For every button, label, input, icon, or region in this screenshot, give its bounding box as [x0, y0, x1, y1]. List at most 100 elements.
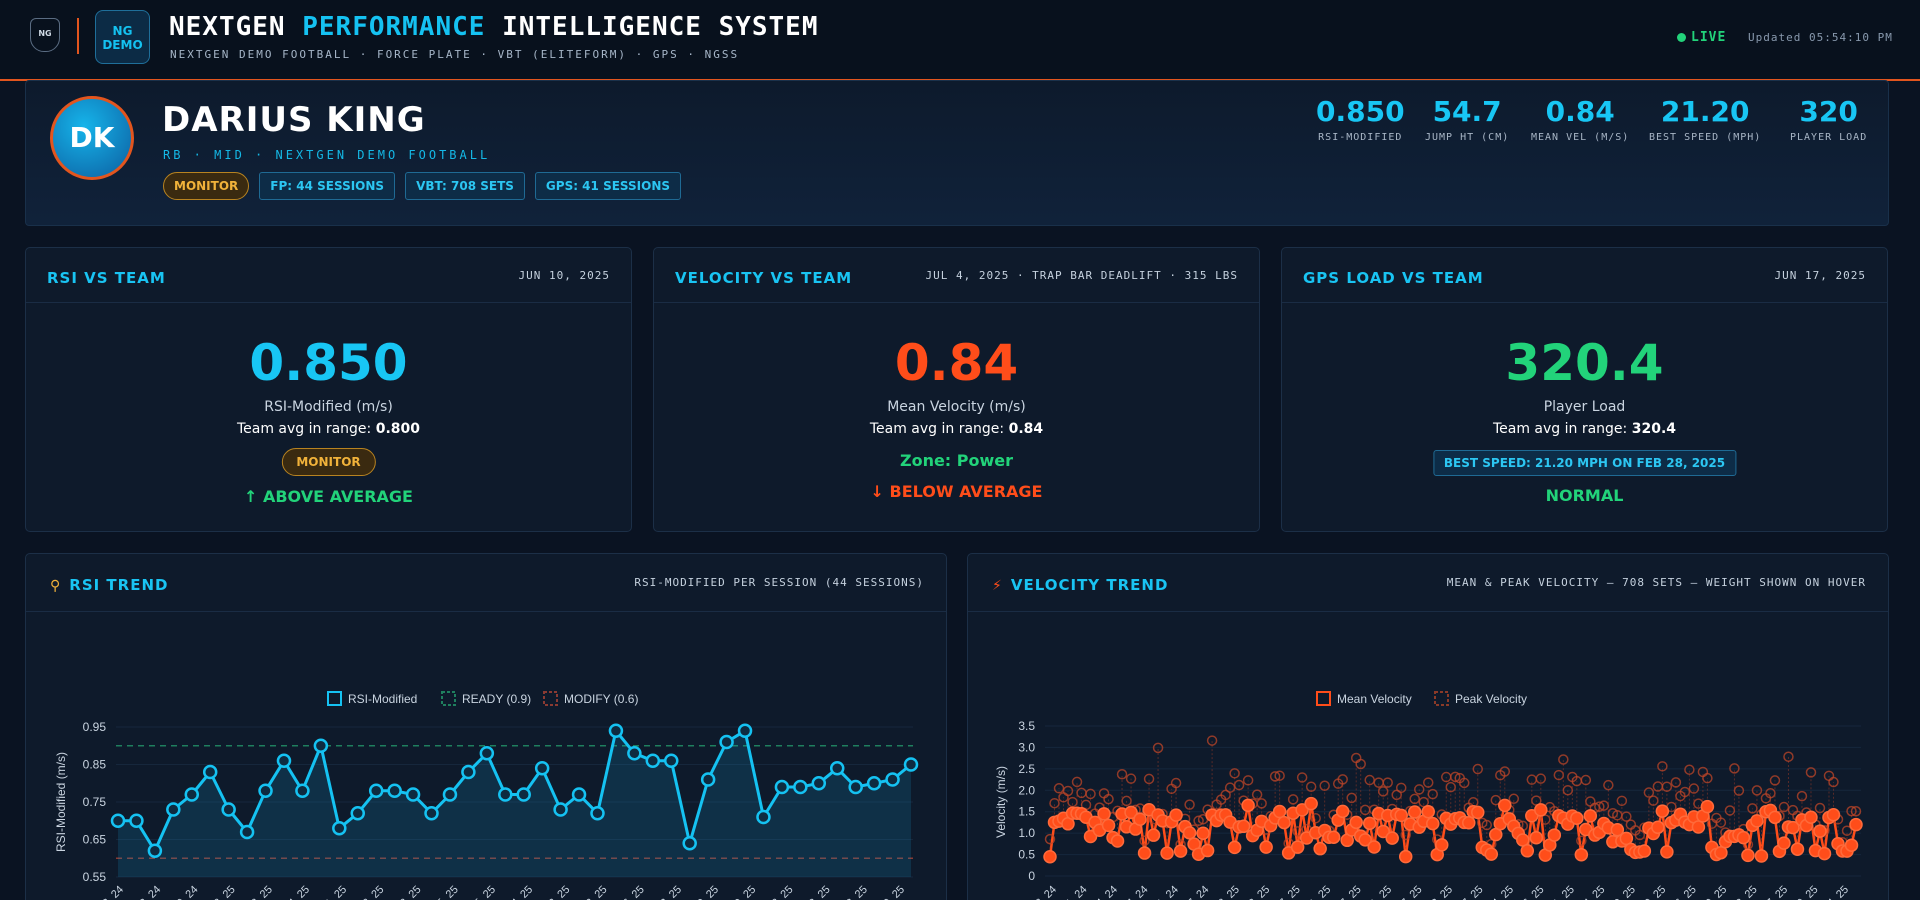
y-tick-label: 0.55	[83, 870, 107, 884]
peak-velocity-point	[1242, 775, 1254, 786]
peak-velocity-point	[1269, 771, 1281, 782]
y-tick-label: 0.65	[83, 833, 107, 847]
y-axis-label: Velocity (m/s)	[994, 766, 1008, 838]
mean-velocity-point	[1398, 849, 1413, 864]
peak-velocity-point	[1152, 742, 1164, 754]
vbt-sets-tag[interactable]: VBT: 708 SETS	[405, 172, 525, 200]
velocity-zone: Zone: Power	[899, 451, 1014, 470]
x-tick-label: Jun 3, 25	[829, 884, 869, 900]
player-tags: MONITOR FP: 44 SESSIONS VBT: 708 SETS GP…	[163, 172, 681, 200]
rsi-data-point	[719, 734, 734, 750]
mean-velocity-point	[1290, 840, 1305, 854]
mean-velocity-point	[1385, 831, 1399, 845]
peak-velocity-point	[1139, 835, 1150, 846]
rsi-value: 0.850	[249, 334, 408, 392]
peak-velocity-point	[1170, 777, 1182, 789]
rsi-data-point	[571, 787, 587, 802]
fp-sessions-tag[interactable]: FP: 44 SESSIONS	[259, 172, 396, 200]
peak-velocity-point	[1783, 751, 1794, 762]
team-average: Team avg in range: 320.4	[1492, 421, 1677, 437]
mean-velocity-point	[1777, 836, 1791, 850]
mean-velocity-point	[1768, 810, 1782, 825]
best-speed-badge: BEST SPEED: 21.20 MPH ON FEB 28, 2025	[1432, 450, 1737, 476]
rsi-data-point	[258, 783, 273, 798]
card-header	[26, 248, 631, 303]
rsi-data-point	[645, 753, 661, 768]
rsi-data-point	[110, 813, 126, 828]
mean-velocity-point	[1786, 820, 1800, 835]
mean-velocity-point	[1358, 833, 1372, 847]
rsi-data-point	[332, 821, 347, 836]
card-title: RSI VS TEAM	[47, 269, 166, 287]
rsi-data-point	[848, 779, 863, 795]
comparison-status: NORMAL	[1545, 486, 1624, 505]
mean-velocity-point	[1421, 804, 1435, 819]
mean-velocity-point	[1304, 796, 1318, 811]
mean-velocity-point	[1335, 804, 1350, 819]
team-average: Team avg in range: 0.84	[869, 421, 1044, 437]
peak-velocity-point	[1661, 781, 1673, 792]
mean-velocity-point	[1236, 819, 1251, 834]
card-title: VELOCITY VS TEAM	[675, 269, 853, 287]
mean-velocity-point	[1750, 814, 1764, 828]
peak-velocity-point	[1553, 769, 1565, 781]
rsi-data-point	[903, 757, 919, 772]
legend-label: MODIFY (0.6)	[564, 692, 638, 706]
org-badge[interactable]: NG DEMO	[95, 10, 150, 64]
peak-velocity-point	[1121, 795, 1132, 807]
rsi-data-point	[221, 802, 236, 817]
mean-velocity-point	[1700, 799, 1715, 814]
legend-label: READY (0.9)	[462, 692, 531, 706]
legend-label: RSI-Modified	[348, 692, 417, 706]
peak-velocity-point	[1778, 801, 1790, 813]
gps-sessions-tag[interactable]: GPS: 41 SESSIONS	[534, 172, 681, 200]
mean-velocity-point	[1277, 815, 1291, 830]
rsi-trend-chart[interactable]: RSI-Modified READY (0.9) MODIFY (0.6) 0.95 0…	[26, 612, 947, 900]
team-average: Team avg in range: 0.800	[236, 421, 421, 437]
mean-velocity-point	[1326, 830, 1341, 844]
rsi-data-point	[184, 787, 200, 802]
peak-velocity-point	[1805, 767, 1817, 778]
rsi-data-point	[461, 764, 476, 780]
rsi-data-point	[774, 779, 790, 795]
peak-velocity-point	[1382, 777, 1393, 788]
leg-icon: ⚲	[50, 578, 62, 594]
peak-velocity-point	[1310, 812, 1321, 824]
rsi-data-point	[147, 843, 163, 858]
peak-velocity-point	[1603, 779, 1614, 791]
peak-velocity-point	[1643, 787, 1655, 798]
peak-velocity-point	[1256, 798, 1267, 809]
last-updated: Updated 05:54:10 PM	[1748, 31, 1893, 44]
mean-velocity-point	[1655, 804, 1670, 818]
peak-velocity-point	[1395, 782, 1407, 794]
app-title: NEXTGEN PERFORMANCE INTELLIGENCE SYSTEM	[169, 12, 819, 42]
y-tick-label: 0.5	[1018, 848, 1035, 862]
peak-velocity-point	[1648, 795, 1659, 806]
peak-velocity-point	[1724, 805, 1736, 816]
x-tick-label: Mar 18, 24	[1013, 884, 1059, 900]
mean-velocity-point	[1691, 820, 1706, 834]
y-axis-label: RSI-Modified (m/s)	[54, 752, 68, 852]
mean-velocity-point	[1826, 808, 1841, 822]
peak-velocity-point	[1355, 758, 1366, 770]
team-logo[interactable]: NG	[30, 18, 60, 52]
mean-velocity-point	[1173, 844, 1188, 858]
mean-velocity-point	[1547, 828, 1562, 842]
mean-velocity-point	[1714, 845, 1728, 860]
rsi-data-point	[129, 813, 144, 828]
mean-velocity-point	[1083, 829, 1098, 844]
peak-velocity-point	[1450, 771, 1461, 783]
peak-velocity-point	[1459, 777, 1470, 789]
rsi-vs-team-card: RSI VS TEAM JUN 10, 2025 0.850 RSI-Modif…	[25, 247, 632, 532]
peak-velocity-point	[1274, 770, 1285, 781]
player-name: DARIUS KING	[162, 100, 426, 140]
peak-velocity-point	[1684, 764, 1695, 775]
peak-velocity-point	[1422, 777, 1434, 788]
card-title: GPS LOAD VS TEAM	[1303, 269, 1484, 287]
rsi-data-point	[682, 836, 697, 851]
rsi-data-point	[885, 772, 900, 787]
peak-velocity-point	[1670, 777, 1682, 788]
mean-velocity-point	[1272, 804, 1287, 819]
peak-velocity-point	[1071, 776, 1083, 788]
velocity-trend-chart[interactable]: Mean Velocity Peak Velocity 3.5 3.0 2.5 2.0 1.…	[968, 612, 1889, 900]
